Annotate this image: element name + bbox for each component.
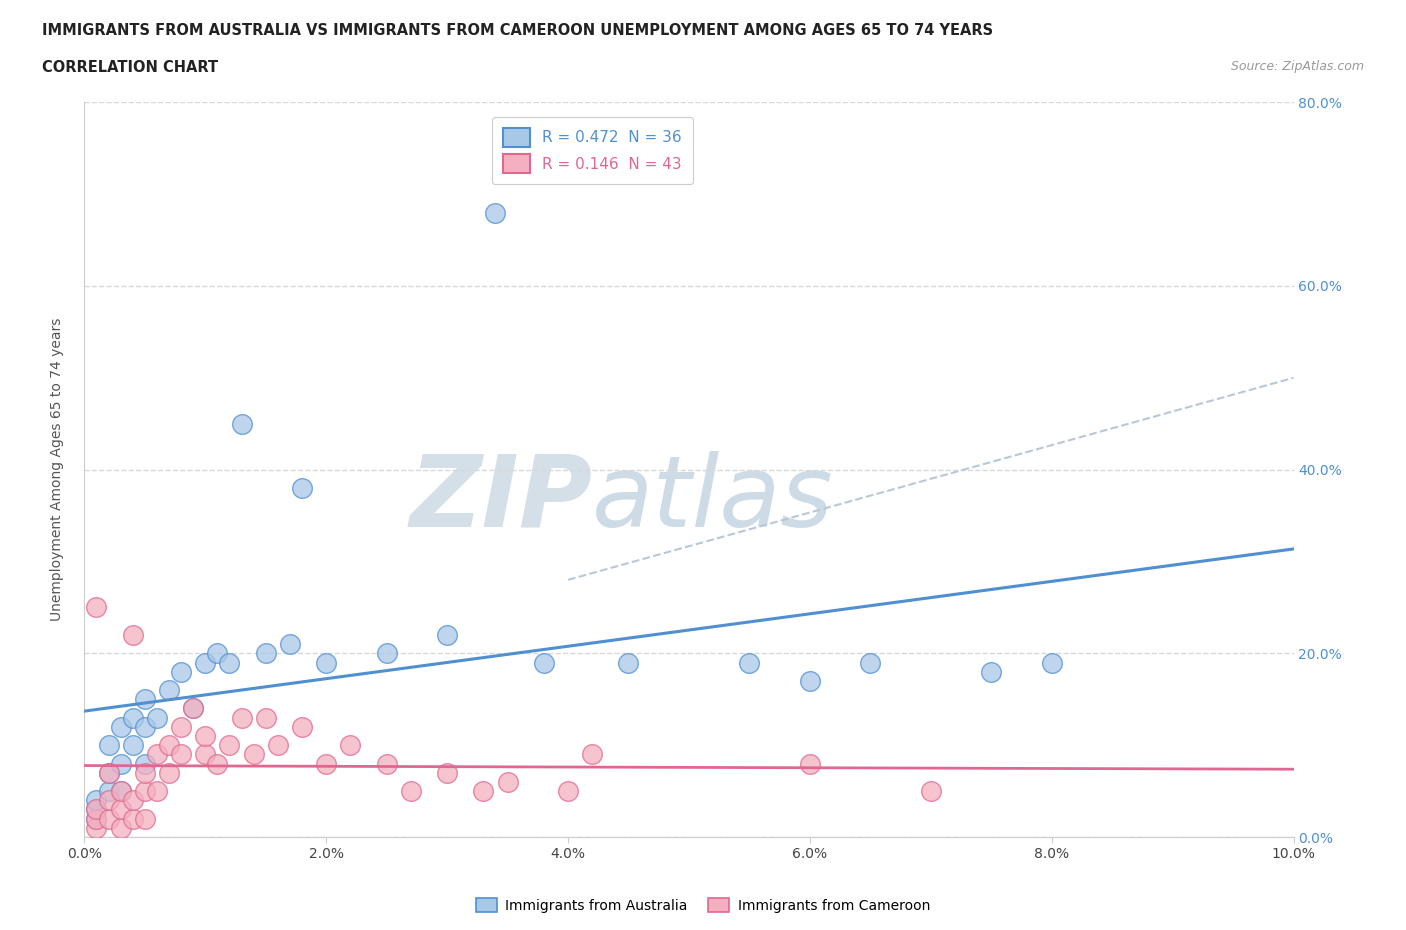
- Point: [436, 765, 458, 780]
- Point: [315, 655, 337, 670]
- Point: [194, 655, 217, 670]
- Point: [86, 600, 108, 615]
- Point: [484, 205, 506, 219]
- Point: [157, 683, 180, 698]
- Point: [799, 756, 821, 771]
- Point: [617, 655, 640, 670]
- Y-axis label: Unemployment Among Ages 65 to 74 years: Unemployment Among Ages 65 to 74 years: [49, 318, 63, 621]
- Point: [980, 664, 1002, 679]
- Point: [859, 655, 882, 670]
- Point: [110, 756, 132, 771]
- Point: [86, 811, 108, 826]
- Point: [194, 728, 217, 743]
- Point: [218, 737, 240, 752]
- Point: [1040, 655, 1063, 670]
- Point: [242, 747, 264, 762]
- Point: [110, 720, 132, 735]
- Point: [181, 701, 204, 716]
- Point: [218, 655, 240, 670]
- Point: [267, 737, 290, 752]
- Point: [170, 664, 193, 679]
- Point: [399, 784, 422, 799]
- Point: [97, 737, 120, 752]
- Point: [738, 655, 761, 670]
- Point: [496, 775, 519, 790]
- Point: [110, 784, 132, 799]
- Text: CORRELATION CHART: CORRELATION CHART: [42, 60, 218, 75]
- Point: [533, 655, 555, 670]
- Point: [97, 811, 120, 826]
- Point: [121, 628, 143, 643]
- Point: [278, 637, 301, 652]
- Point: [121, 737, 143, 752]
- Point: [86, 792, 108, 807]
- Point: [799, 673, 821, 688]
- Point: [86, 802, 108, 817]
- Point: [254, 711, 277, 725]
- Point: [207, 645, 229, 660]
- Point: [134, 765, 156, 780]
- Point: [157, 765, 180, 780]
- Point: [97, 784, 120, 799]
- Point: [254, 645, 277, 660]
- Text: ZIP: ZIP: [409, 450, 592, 548]
- Point: [134, 811, 156, 826]
- Point: [134, 720, 156, 735]
- Text: atlas: atlas: [592, 450, 834, 548]
- Point: [291, 481, 314, 496]
- Point: [121, 711, 143, 725]
- Point: [375, 645, 398, 660]
- Point: [121, 811, 143, 826]
- Point: [194, 747, 217, 762]
- Point: [121, 792, 143, 807]
- Text: Source: ZipAtlas.com: Source: ZipAtlas.com: [1230, 60, 1364, 73]
- Point: [134, 692, 156, 707]
- Point: [436, 628, 458, 643]
- Point: [110, 820, 132, 835]
- Point: [110, 802, 132, 817]
- Point: [170, 720, 193, 735]
- Point: [157, 737, 180, 752]
- Point: [339, 737, 361, 752]
- Point: [86, 802, 108, 817]
- Text: IMMIGRANTS FROM AUSTRALIA VS IMMIGRANTS FROM CAMEROON UNEMPLOYMENT AMONG AGES 65: IMMIGRANTS FROM AUSTRALIA VS IMMIGRANTS …: [42, 23, 993, 38]
- Point: [146, 784, 169, 799]
- Point: [291, 720, 314, 735]
- Point: [97, 765, 120, 780]
- Point: [146, 747, 169, 762]
- Point: [134, 784, 156, 799]
- Point: [472, 784, 495, 799]
- Point: [315, 756, 337, 771]
- Legend: R = 0.472  N = 36, R = 0.146  N = 43: R = 0.472 N = 36, R = 0.146 N = 43: [492, 117, 693, 183]
- Legend: Immigrants from Australia, Immigrants from Cameroon: Immigrants from Australia, Immigrants fr…: [471, 893, 935, 919]
- Point: [86, 811, 108, 826]
- Point: [134, 756, 156, 771]
- Point: [181, 701, 204, 716]
- Point: [97, 792, 120, 807]
- Point: [97, 765, 120, 780]
- Point: [375, 756, 398, 771]
- Point: [207, 756, 229, 771]
- Point: [581, 747, 603, 762]
- Point: [146, 711, 169, 725]
- Point: [170, 747, 193, 762]
- Point: [86, 820, 108, 835]
- Point: [231, 417, 253, 432]
- Point: [110, 784, 132, 799]
- Point: [557, 784, 579, 799]
- Point: [920, 784, 942, 799]
- Point: [231, 711, 253, 725]
